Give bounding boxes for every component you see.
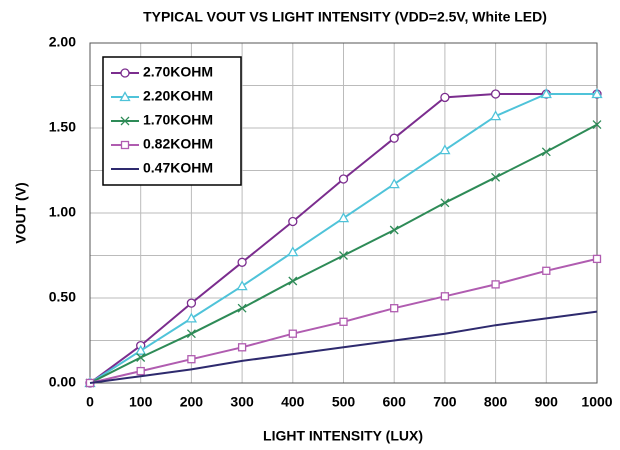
x-tick-label: 600 xyxy=(383,394,407,410)
x-tick-label: 700 xyxy=(433,394,457,410)
marker xyxy=(591,88,603,99)
y-tick-label: 0.50 xyxy=(49,289,76,305)
marker xyxy=(237,303,247,313)
marker xyxy=(440,198,450,208)
marker xyxy=(288,216,298,227)
marker xyxy=(237,257,247,267)
x-tick-label: 500 xyxy=(332,394,356,410)
marker xyxy=(339,317,348,326)
marker xyxy=(541,147,551,157)
marker xyxy=(236,280,248,291)
marker xyxy=(187,355,196,364)
x-tick-label: 100 xyxy=(129,394,153,410)
marker xyxy=(592,254,602,264)
marker xyxy=(390,304,399,313)
marker xyxy=(120,68,130,78)
marker xyxy=(592,120,602,130)
marker xyxy=(439,144,451,155)
marker xyxy=(120,116,130,126)
marker xyxy=(489,110,502,121)
marker xyxy=(287,246,299,257)
marker xyxy=(120,140,130,150)
y-tick-label: 2.00 xyxy=(49,34,76,50)
x-tick-label: 400 xyxy=(281,394,305,410)
y-axis-label: VOUT (V) xyxy=(13,182,29,243)
marker xyxy=(540,88,552,99)
series-line xyxy=(89,310,598,384)
marker xyxy=(237,343,247,352)
marker xyxy=(339,251,348,260)
marker xyxy=(542,266,551,275)
marker xyxy=(119,91,131,102)
y-tick-label: 0.00 xyxy=(49,374,76,390)
marker xyxy=(338,174,349,184)
y-tick-label: 1.00 xyxy=(49,204,76,220)
legend-label: 1.70KOHM xyxy=(143,112,213,128)
marker xyxy=(136,366,145,376)
marker xyxy=(135,344,147,355)
marker xyxy=(337,212,350,223)
marker xyxy=(288,276,298,286)
legend-label: 2.70KOHM xyxy=(143,64,213,80)
x-axis-label: LIGHT INTENSITY (LUX) xyxy=(263,428,423,444)
marker xyxy=(389,133,399,143)
marker xyxy=(185,312,198,323)
marker xyxy=(136,353,146,362)
marker xyxy=(491,172,501,182)
legend-label: 2.20KOHM xyxy=(143,88,213,104)
chart-title: TYPICAL VOUT VS LIGHT INTENSITY (VDD=2.5… xyxy=(143,9,547,25)
y-tick-label: 1.50 xyxy=(49,119,76,135)
marker xyxy=(389,225,399,235)
legend-label: 0.47KOHM xyxy=(143,160,213,176)
x-tick-label: 200 xyxy=(180,394,204,410)
marker xyxy=(288,329,297,338)
marker xyxy=(440,292,450,301)
marker xyxy=(440,92,450,103)
marker xyxy=(186,329,196,339)
legend-label: 0.82KOHM xyxy=(143,136,213,152)
marker xyxy=(388,178,400,189)
x-tick-label: 0 xyxy=(86,394,94,410)
x-tick-label: 300 xyxy=(230,394,254,410)
x-tick-label: 1000 xyxy=(581,394,612,410)
marker xyxy=(490,89,501,99)
x-tick-label: 800 xyxy=(484,394,508,410)
plot-frame xyxy=(89,42,598,384)
x-tick-label: 900 xyxy=(535,394,559,410)
marker xyxy=(491,280,500,289)
marker xyxy=(186,298,197,308)
